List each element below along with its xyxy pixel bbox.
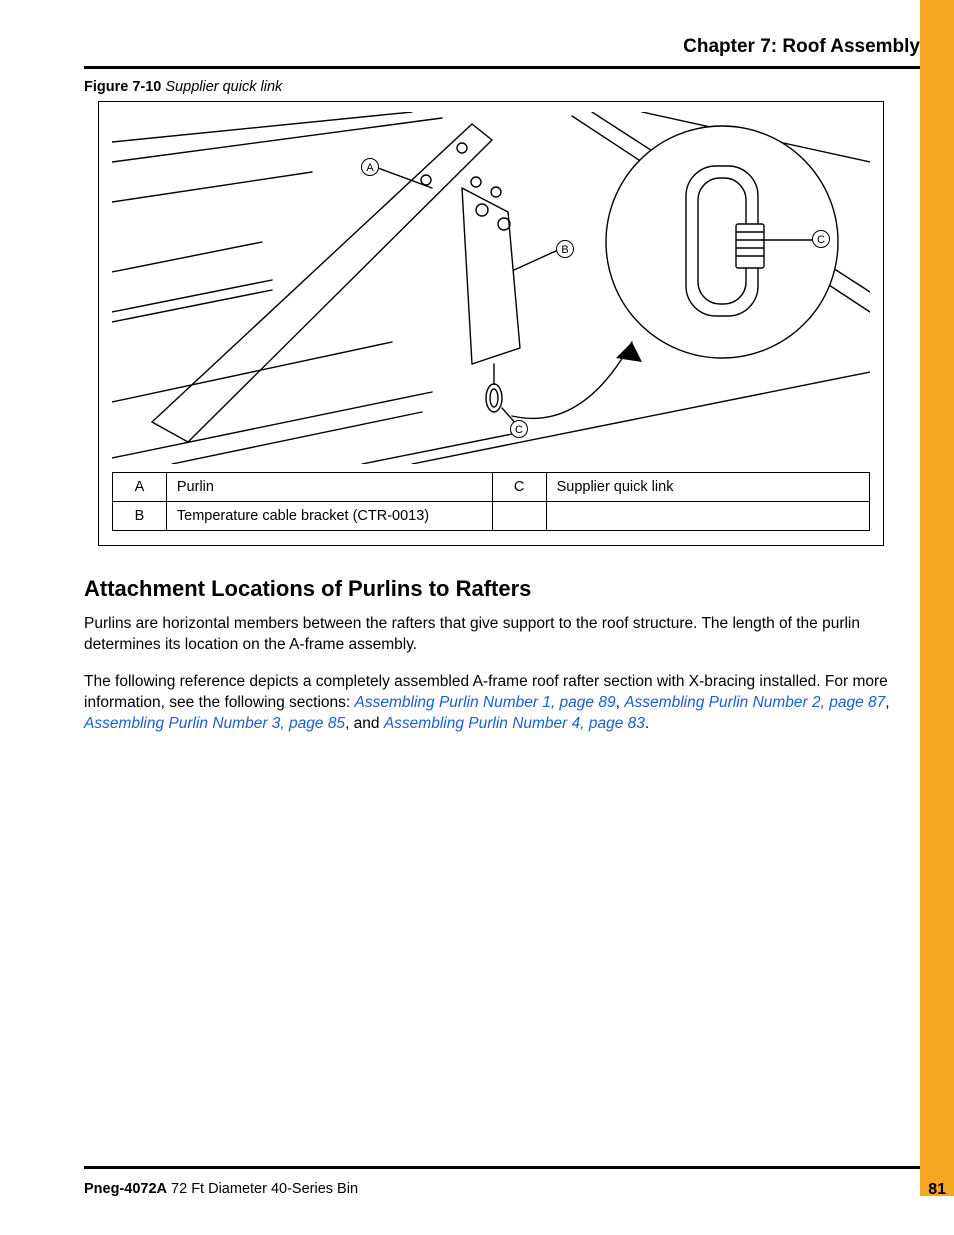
legend-cell: B xyxy=(113,502,167,531)
header-rule xyxy=(84,66,920,69)
figure-box: A B C C A Purlin C Supplier quick link B… xyxy=(98,101,884,546)
chapter-title: Chapter 7: Roof Assembly xyxy=(84,36,920,58)
figure-legend-table: A Purlin C Supplier quick link B Tempera… xyxy=(112,472,870,531)
body-paragraph-1: Purlins are horizontal members between t… xyxy=(84,614,920,656)
xref-link-4[interactable]: Assembling Purlin Number 4, page 83 xyxy=(384,715,645,732)
legend-cell: Supplier quick link xyxy=(546,473,869,502)
footer-page-number: 81 xyxy=(928,1181,946,1199)
footer-rule xyxy=(84,1166,920,1169)
callout-b: B xyxy=(556,240,574,258)
body-paragraph-2: The following reference depicts a comple… xyxy=(84,672,920,735)
legend-cell xyxy=(492,502,546,531)
footer-doc-id: Pneg-4072A 72 Ft Diameter 40-Series Bin xyxy=(84,1181,358,1197)
callout-c-inset: C xyxy=(812,230,830,248)
accent-side-bar xyxy=(920,0,954,1196)
figure-label: Figure 7-10 xyxy=(84,79,161,95)
sep: . xyxy=(645,715,649,732)
legend-cell: Purlin xyxy=(166,473,492,502)
diagram-area: A B C C xyxy=(112,112,870,464)
footer-doc-code: Pneg-4072A xyxy=(84,1181,167,1197)
callout-c-small: C xyxy=(510,420,528,438)
legend-cell: Temperature cable bracket (CTR-0013) xyxy=(166,502,492,531)
sep: , xyxy=(885,694,889,711)
footer-doc-title: 72 Ft Diameter 40-Series Bin xyxy=(167,1181,358,1197)
sep: , and xyxy=(345,715,384,732)
table-row: B Temperature cable bracket (CTR-0013) xyxy=(113,502,870,531)
table-row: A Purlin C Supplier quick link xyxy=(113,473,870,502)
xref-link-3[interactable]: Assembling Purlin Number 3, page 85 xyxy=(84,715,345,732)
sep: , xyxy=(616,694,625,711)
diagram-svg xyxy=(112,112,870,464)
xref-link-2[interactable]: Assembling Purlin Number 2, page 87 xyxy=(624,694,885,711)
section-heading: Attachment Locations of Purlins to Rafte… xyxy=(84,576,920,602)
legend-cell: A xyxy=(113,473,167,502)
figure-title: Supplier quick link xyxy=(165,79,282,95)
figure-caption: Figure 7-10 Supplier quick link xyxy=(84,79,920,95)
callout-a: A xyxy=(361,158,379,176)
legend-cell xyxy=(546,502,869,531)
legend-cell: C xyxy=(492,473,546,502)
page-content: Chapter 7: Roof Assembly Figure 7-10 Sup… xyxy=(84,36,920,751)
xref-link-1[interactable]: Assembling Purlin Number 1, page 89 xyxy=(355,694,616,711)
